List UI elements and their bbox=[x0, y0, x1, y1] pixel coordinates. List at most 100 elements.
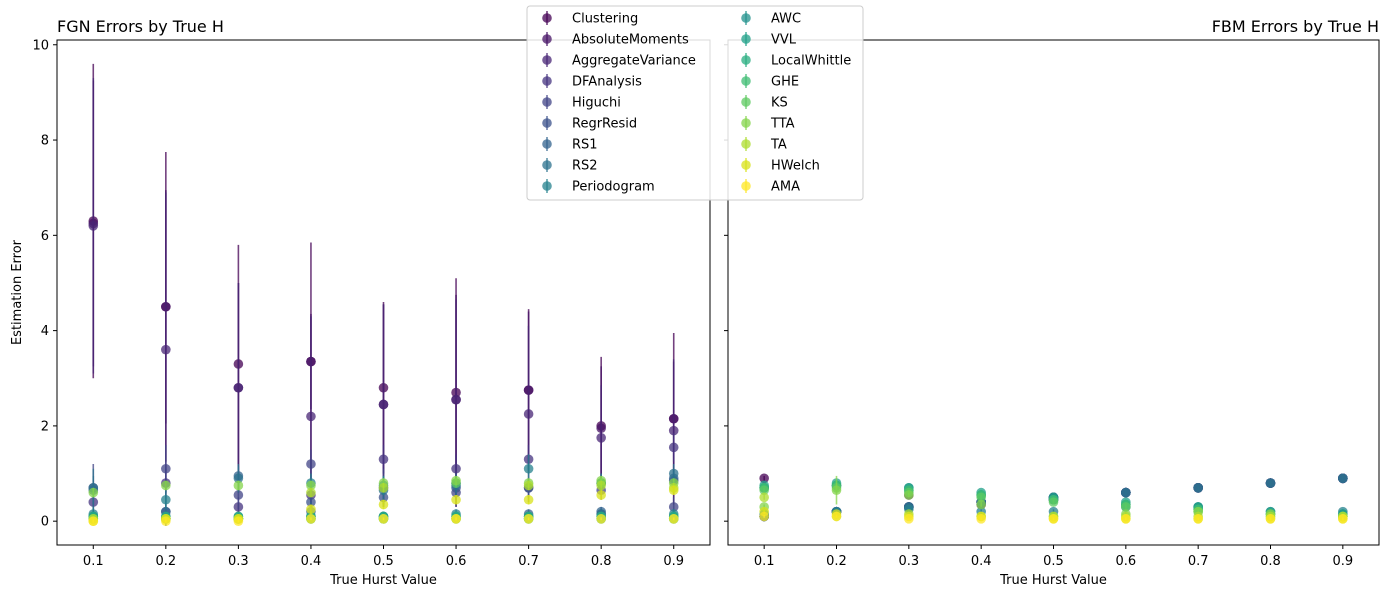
fgn-data-point bbox=[523, 513, 534, 524]
fbm-x-ticks: 0.1 0.2 0.3 0.4 0.5 0.6 0.7 0.8 0.9 bbox=[754, 545, 1353, 569]
fgn-marks bbox=[88, 63, 679, 526]
fgn-data-point bbox=[306, 487, 316, 498]
legend-swatch-marker bbox=[741, 76, 751, 86]
legend-frame bbox=[526, 5, 864, 201]
fbm-data-point bbox=[1338, 513, 1348, 524]
fgn-data-point bbox=[668, 442, 679, 453]
fgn-data-point bbox=[233, 480, 244, 491]
legend-swatch-marker bbox=[542, 76, 552, 86]
fbm-x-tick-label: 0.9 bbox=[1332, 554, 1353, 569]
legend-item: RS2 bbox=[542, 158, 598, 174]
legend-swatch-marker bbox=[741, 34, 751, 44]
fgn-data-point bbox=[161, 344, 171, 355]
fgn-data-point bbox=[596, 480, 606, 491]
fbm-data-point bbox=[759, 511, 769, 522]
fgn-data-point bbox=[378, 454, 389, 465]
fbm-data-point bbox=[976, 492, 986, 503]
legend: Clustering AbsoluteMoments AggregateVarian… bbox=[526, 5, 864, 201]
fgn-data-point bbox=[451, 463, 461, 474]
fbm-data-point bbox=[1193, 513, 1203, 524]
fgn-data-point bbox=[451, 494, 461, 505]
fgn-y-tick-label: 0 bbox=[41, 515, 49, 530]
fgn-data-point bbox=[233, 473, 244, 484]
fgn-data-point bbox=[596, 513, 606, 524]
legend-item: DFAnalysis bbox=[542, 74, 642, 90]
legend-swatch-marker bbox=[741, 139, 751, 149]
fbm-data-point bbox=[1265, 513, 1276, 524]
legend-swatch-marker bbox=[741, 160, 751, 170]
fgn-data-point bbox=[378, 399, 389, 410]
legend-item: LocalWhittle bbox=[741, 53, 851, 69]
fgn-x-tick-label: 0.6 bbox=[446, 554, 467, 569]
legend-label: RS2 bbox=[572, 159, 598, 174]
fbm-data-point bbox=[831, 511, 842, 522]
fgn-data-point bbox=[523, 463, 534, 474]
legend-item: AggregateVariance bbox=[542, 53, 696, 69]
fgn-plot-frame bbox=[56, 39, 711, 546]
fgn-data-point bbox=[306, 411, 316, 422]
fgn-data-point bbox=[451, 394, 461, 405]
fbm-x-tick-label: 0.4 bbox=[971, 554, 992, 569]
legend-item: RS1 bbox=[542, 137, 598, 153]
fgn-series-ama bbox=[88, 513, 679, 526]
fgn-data-point bbox=[668, 502, 679, 512]
fbm-data-point bbox=[1338, 473, 1348, 484]
fbm-data-point bbox=[1121, 502, 1131, 512]
fbm-data-point bbox=[759, 473, 769, 484]
legend-label: LocalWhittle bbox=[771, 54, 851, 69]
fbm-data-point bbox=[759, 485, 769, 496]
fbm-marks bbox=[759, 473, 1348, 524]
legend-swatch-marker bbox=[542, 55, 552, 65]
fgn-data-point bbox=[233, 516, 244, 526]
fgn-x-ticks: 0.1 0.2 0.3 0.4 0.5 0.6 0.7 0.8 0.9 bbox=[83, 545, 684, 569]
fgn-x-tick-label: 0.4 bbox=[301, 554, 322, 569]
legend-item: KS bbox=[741, 95, 788, 111]
legend-swatch-marker bbox=[542, 139, 552, 149]
fgn-data-point bbox=[523, 494, 534, 505]
legend-swatch-marker bbox=[542, 97, 552, 107]
legend-label: AMA bbox=[771, 180, 800, 195]
legend-label: GHE bbox=[771, 75, 799, 90]
fgn-data-point bbox=[88, 221, 99, 231]
fbm-data-point bbox=[1265, 478, 1276, 488]
legend-item: GHE bbox=[741, 74, 799, 90]
legend-label: KS bbox=[771, 96, 788, 111]
legend-swatch-marker bbox=[542, 160, 552, 170]
fbm-data-point bbox=[1193, 483, 1203, 493]
fbm-data-point bbox=[1121, 513, 1131, 524]
fgn-errors-panel: FGN Errors by True H 0.1 0.2 0.3 0.4 0.5 0.6 0… bbox=[10, 17, 711, 588]
fbm-errors-panel: FBM Errors by True H 0.1 0.2 0.3 0.4 0.5 0.6 0… bbox=[724, 17, 1380, 588]
fgn-x-tick-label: 0.2 bbox=[155, 554, 176, 569]
legend-item: AWC bbox=[741, 11, 801, 27]
fbm-data-point bbox=[1121, 487, 1131, 498]
legend-swatch-marker bbox=[741, 55, 751, 65]
fgn-data-point bbox=[668, 425, 679, 436]
fgn-data-point bbox=[233, 382, 244, 393]
fgn-data-point bbox=[306, 480, 316, 491]
fbm-x-tick-label: 0.1 bbox=[754, 554, 775, 569]
fgn-data-point bbox=[161, 480, 171, 491]
legend-swatch-marker bbox=[741, 181, 751, 191]
fbm-data-point bbox=[759, 492, 769, 503]
fbm-data-point bbox=[1048, 497, 1059, 507]
fgn-data-point bbox=[668, 513, 679, 524]
fbm-data-point bbox=[1048, 513, 1059, 524]
legend-label: Clustering bbox=[572, 12, 638, 27]
fgn-y-tick-label: 8 bbox=[41, 134, 49, 149]
fgn-x-tick-label: 0.7 bbox=[518, 554, 539, 569]
legend-item: Higuchi bbox=[542, 95, 621, 111]
legend-swatch-marker bbox=[741, 118, 751, 128]
legend-label: AbsoluteMoments bbox=[572, 33, 689, 48]
legend-label: AWC bbox=[771, 12, 801, 27]
fgn-data-point bbox=[523, 480, 534, 491]
fgn-x-axis-label: True Hurst Value bbox=[329, 573, 437, 588]
fgn-panel-title: FGN Errors by True H bbox=[57, 17, 224, 36]
legend-item: Periodogram bbox=[542, 179, 655, 195]
legend-swatch-marker bbox=[542, 13, 552, 23]
fgn-data-point bbox=[306, 513, 316, 524]
fgn-data-point bbox=[88, 516, 99, 526]
legend-item: HWelch bbox=[741, 158, 820, 174]
legend-item: AbsoluteMoments bbox=[542, 32, 689, 48]
fgn-data-point bbox=[668, 468, 679, 479]
